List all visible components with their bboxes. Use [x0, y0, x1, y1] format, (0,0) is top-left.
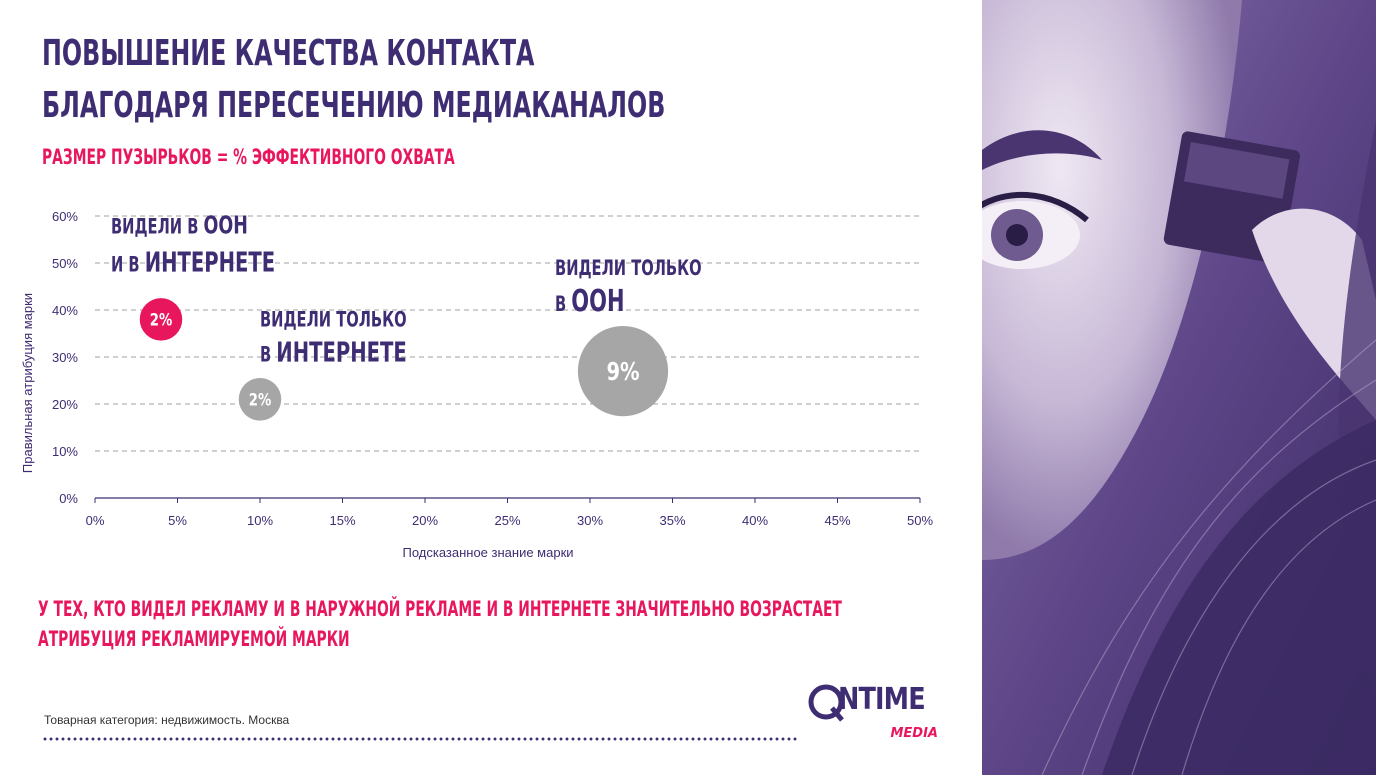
bubble: [139, 298, 183, 341]
x-tick-label: 40%: [742, 513, 768, 528]
x-tick-label: 25%: [494, 513, 520, 528]
title-line-2: БЛАГОДАРЯ ПЕРЕСЕЧЕНИЮ МЕДИАКАНАЛОВ: [42, 85, 666, 126]
y-tick-label: 10%: [52, 444, 78, 459]
bubble: [238, 378, 282, 421]
y-tick-label: 60%: [52, 209, 78, 224]
y-axis-label: Правильная атрибуция марки: [20, 293, 35, 473]
logo-main-text: NTIME: [838, 682, 926, 717]
ontime-media-logo: NTIME MEDIA: [806, 680, 942, 746]
bubble-annotations: ВИДЕЛИ В OOH И В ИНТЕРНЕТЕ ВИДЕЛИ ТОЛЬКО В …: [111, 211, 702, 368]
y-tick-label: 40%: [52, 303, 78, 318]
logo-o-icon: [808, 684, 844, 722]
y-tick-label: 0%: [59, 491, 78, 506]
chart-grid: [95, 215, 920, 452]
dotted-divider: [42, 737, 798, 741]
x-tick-label: 10%: [247, 513, 273, 528]
conclusion-line-2: АТРИБУЦИЯ РЕКЛАМИРУЕМОЙ МАРКИ: [38, 627, 350, 651]
y-tick-labels: 0% 10% 20% 30% 40% 50% 60%: [52, 209, 78, 506]
x-tick-label: 50%: [907, 513, 933, 528]
bubble-annotation: В OOH: [555, 284, 625, 319]
bubble-chart: 0% 10% 20% 30% 40% 50% 60% 0% 5% 10% 15% 20% 25% 30%…: [20, 209, 934, 560]
x-axis-label: Подсказанное знание марки: [402, 545, 573, 560]
conclusion-text: У ТЕХ, КТО ВИДЕЛ РЕКЛАМУ И В НАРУЖНОЙ РЕ…: [38, 594, 842, 654]
x-tick-labels: 0% 5% 10% 15% 20% 25% 30% 35% 40% 45% 50%: [86, 513, 934, 528]
bubble-label: 9%: [606, 358, 639, 387]
x-tick-label: 5%: [168, 513, 187, 528]
x-tick-label: 15%: [329, 513, 355, 528]
woman-portrait-photo: [982, 0, 1376, 775]
bubble-label: 2%: [249, 390, 272, 410]
slide-subtitle: РАЗМЕР ПУЗЫРЬКОВ = % ЭФФЕКТИВНОГО ОХВАТА: [42, 145, 455, 169]
bubble-annotation: И В ИНТЕРНЕТЕ: [111, 246, 275, 278]
bubbles: 2% 2% 9%: [139, 298, 669, 421]
x-tick-label: 20%: [412, 513, 438, 528]
bubble-annotation: ВИДЕЛИ ТОЛЬКО: [555, 257, 702, 281]
bubble: [577, 325, 669, 417]
bubble-annotation: ВИДЕЛИ В OOH: [111, 211, 248, 240]
x-tick-label: 35%: [659, 513, 685, 528]
y-tick-label: 30%: [52, 350, 78, 365]
y-tick-label: 50%: [52, 256, 78, 271]
footnote: Товарная категория: недвижимость. Москва: [44, 713, 290, 727]
conclusion-line-1: У ТЕХ, КТО ВИДЕЛ РЕКЛАМУ И В НАРУЖНОЙ РЕ…: [38, 597, 842, 621]
bubble-label: 2%: [150, 310, 173, 330]
y-tick-label: 20%: [52, 397, 78, 412]
slide-title: ПОВЫШЕНИЕ КАЧЕСТВА КОНТАКТА БЛАГОДАРЯ ПЕ…: [42, 28, 665, 132]
logo-sub-text: MEDIA: [890, 726, 938, 741]
x-tick-label: 30%: [577, 513, 603, 528]
chart-axes: [94, 497, 921, 503]
title-line-1: ПОВЫШЕНИЕ КАЧЕСТВА КОНТАКТА: [42, 33, 535, 74]
x-tick-label: 45%: [824, 513, 850, 528]
bubble-annotation: ВИДЕЛИ ТОЛЬКО: [260, 308, 407, 332]
x-tick-label: 0%: [86, 513, 105, 528]
bubble-annotation: В ИНТЕРНЕТЕ: [260, 336, 407, 368]
